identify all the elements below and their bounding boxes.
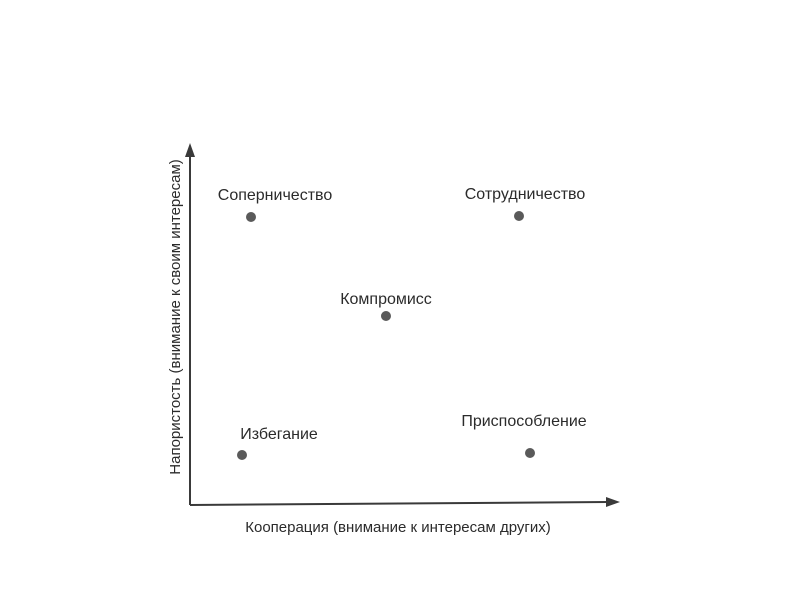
point-label-avoidance: Избегание — [240, 426, 318, 443]
point-competition: Соперничество — [218, 187, 333, 222]
x-axis-line — [189, 501, 609, 506]
point-collaboration: Сотрудничество — [465, 186, 586, 221]
point-marker-competition — [246, 212, 256, 222]
y-axis-arrowhead — [185, 143, 195, 157]
x-axis-arrowhead — [606, 497, 620, 507]
point-marker-collaboration — [514, 211, 524, 221]
point-avoidance: Избегание — [237, 426, 318, 460]
point-label-competition: Соперничество — [218, 187, 333, 204]
y-axis-label: Напористость (внимание к своим интересам… — [167, 159, 184, 474]
x-axis-label: Кооперация (внимание к интересам других) — [245, 519, 551, 536]
point-accommodation: Приспособление — [461, 413, 587, 458]
point-label-compromise: Компромисс — [340, 291, 432, 308]
point-label-collaboration: Сотрудничество — [465, 186, 586, 203]
point-label-accommodation: Приспособление — [461, 413, 586, 430]
point-marker-accommodation — [525, 448, 535, 458]
point-marker-compromise — [381, 311, 391, 321]
point-marker-avoidance — [237, 450, 247, 460]
point-compromise: Компромисс — [340, 291, 432, 321]
